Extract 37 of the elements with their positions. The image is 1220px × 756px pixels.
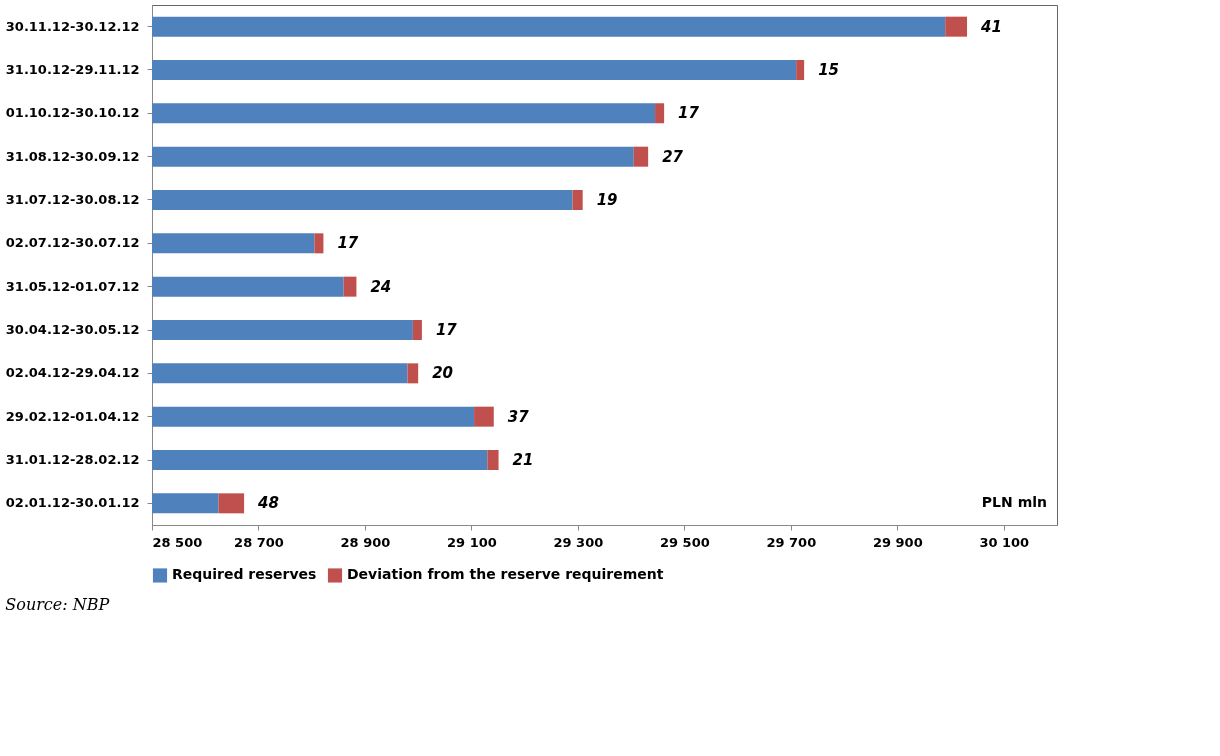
x-tick-label: 28 700 <box>234 534 284 550</box>
data-label: 15 <box>818 61 840 79</box>
x-tick-label: 30 100 <box>979 534 1030 550</box>
x-tick-label: 28 500 <box>152 534 203 550</box>
y-tick-label: 31.01.12-28.02.12 <box>5 452 140 467</box>
data-label: 20 <box>432 364 454 383</box>
y-tick-label: 31.10.12-29.11.12 <box>5 62 140 77</box>
legend-label: Deviation from the reserve requirement <box>347 566 664 583</box>
y-tick-label: 31.07.12-30.08.12 <box>5 192 140 207</box>
data-label: 17 <box>435 321 458 339</box>
data-label: 24 <box>370 277 392 296</box>
y-tick-label: 02.04.12-29.04.12 <box>5 365 140 381</box>
y-tick-label: 29.02.12-01.04.12 <box>5 408 140 424</box>
data-label: 17 <box>678 104 700 123</box>
source-note: Source: NBP <box>5 595 110 614</box>
y-tick-label: 02.01.12-30.01.12 <box>5 495 140 511</box>
y-tick-label: 31.08.12-30.09.12 <box>5 148 140 164</box>
data-label: 21 <box>512 451 534 469</box>
y-tick-label: 30.11.12-30.12.12 <box>5 18 140 34</box>
x-tick-label: 29 700 <box>766 534 817 550</box>
x-tick-label: 29 100 <box>447 534 497 550</box>
data-label: 27 <box>662 147 684 166</box>
y-tick-label: 31.05.12-01.07.12 <box>5 278 140 294</box>
data-label: 19 <box>596 191 618 209</box>
y-tick-label: 02.07.12-30.07.12 <box>5 235 140 251</box>
x-tick-label: 29 300 <box>553 534 604 550</box>
data-label: 41 <box>980 17 1002 36</box>
data-label: 48 <box>257 494 279 513</box>
x-tick-label: 28 900 <box>340 534 391 550</box>
x-tick-label: 29 500 <box>659 534 710 550</box>
x-tick-label: 29 900 <box>872 534 923 550</box>
data-label: 37 <box>507 407 530 426</box>
y-tick-label: 01.10.12-30.10.12 <box>5 105 140 121</box>
data-label: 17 <box>337 234 359 253</box>
annotation: PLN mln <box>981 494 1047 510</box>
legend-label: Required reserves <box>172 566 317 583</box>
y-tick-label: 30.04.12-30.05.12 <box>5 322 140 337</box>
